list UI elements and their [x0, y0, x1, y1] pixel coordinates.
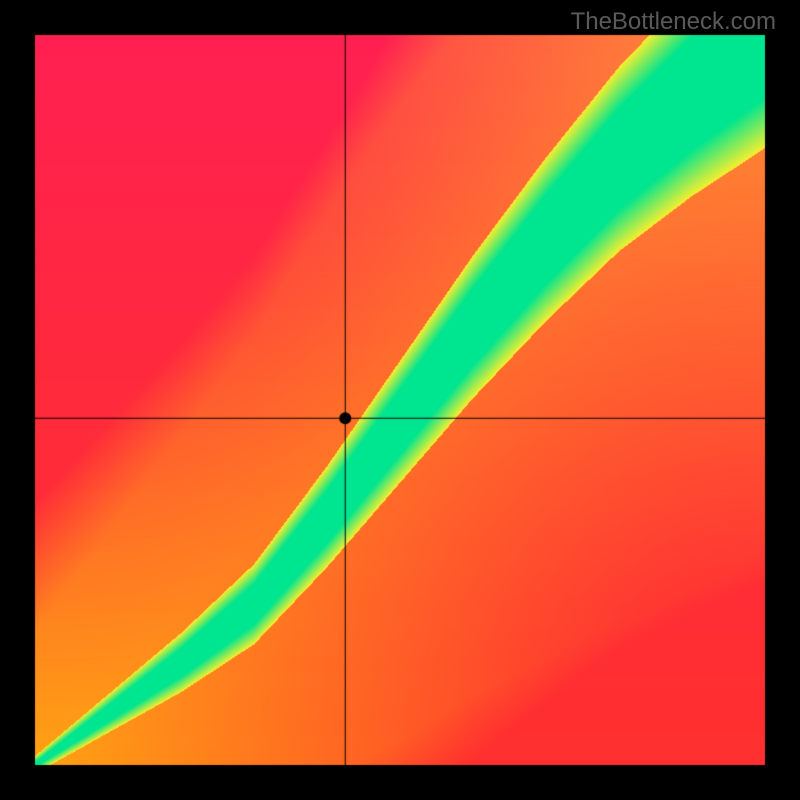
chart-container: TheBottleneck.com — [0, 0, 800, 800]
heatmap-canvas — [0, 0, 800, 800]
watermark-text: TheBottleneck.com — [571, 8, 776, 36]
